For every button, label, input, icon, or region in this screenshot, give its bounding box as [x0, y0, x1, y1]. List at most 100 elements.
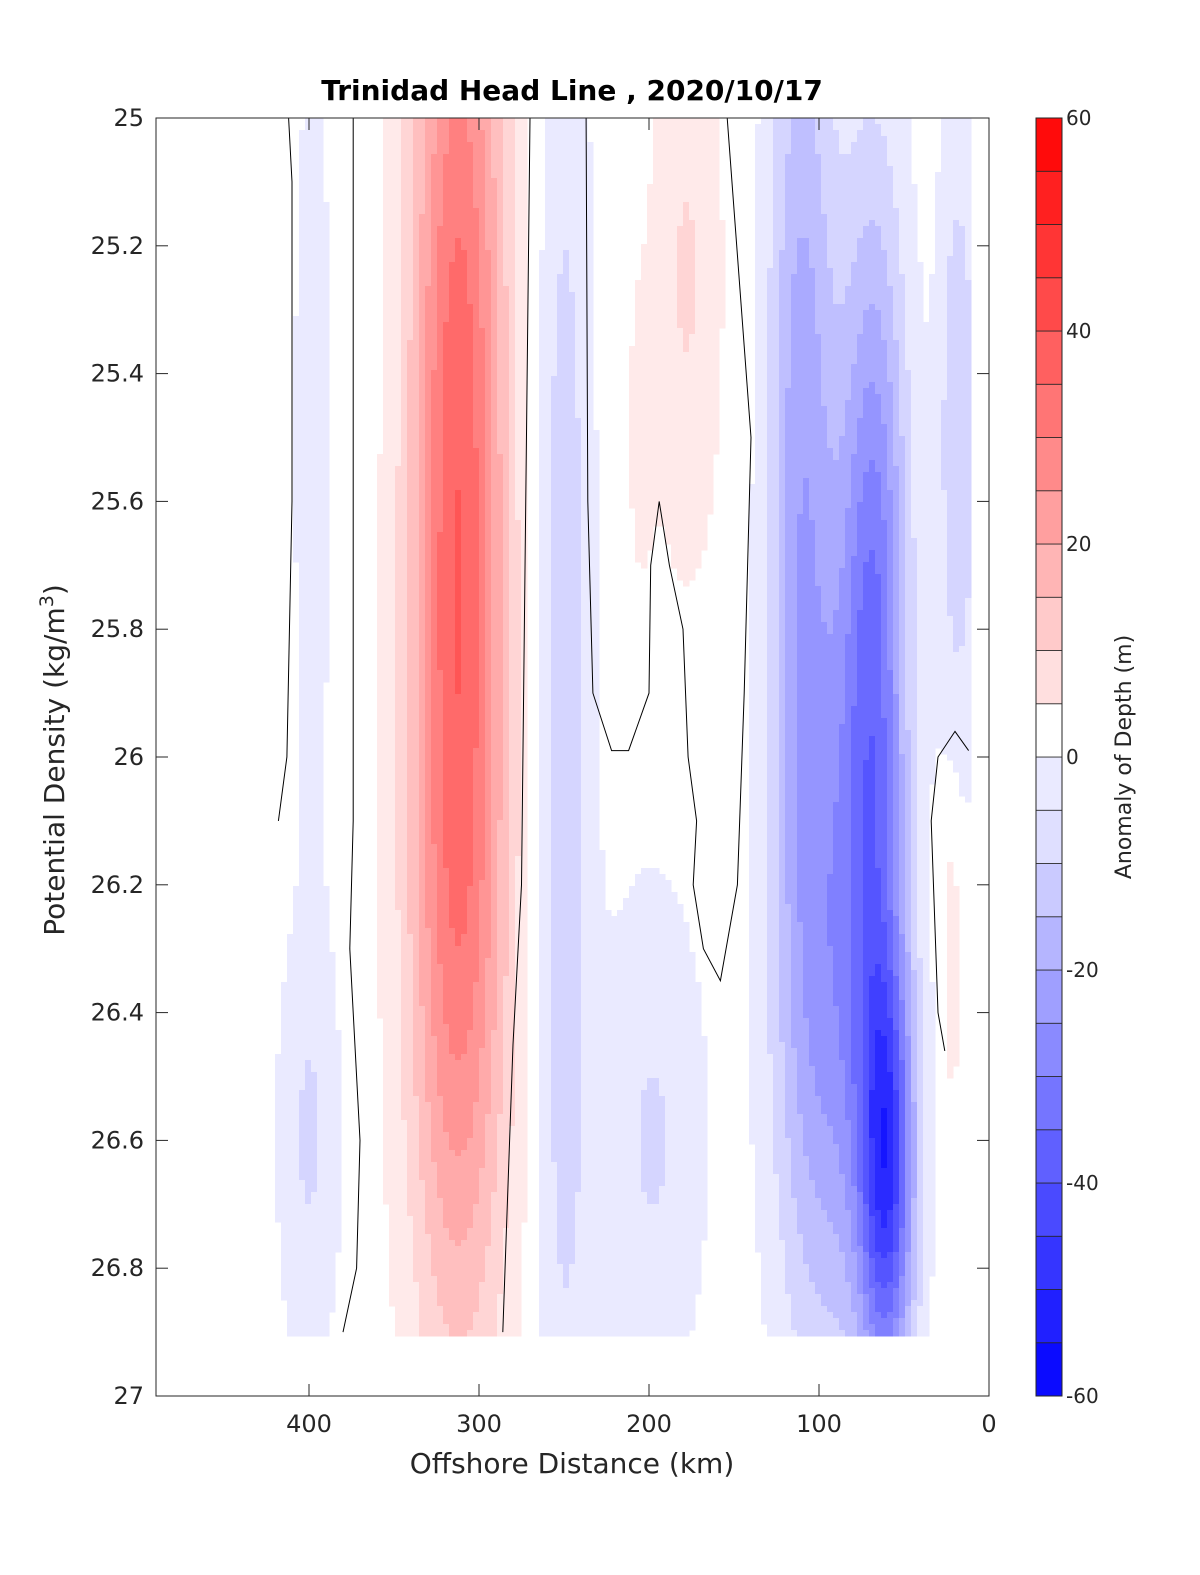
field-cell	[497, 202, 504, 209]
field-cell	[905, 160, 912, 167]
field-cell	[509, 394, 516, 401]
field-cell	[569, 250, 576, 257]
field-cell	[395, 376, 402, 383]
field-cell	[389, 136, 396, 143]
field-cell	[797, 406, 804, 413]
field-cell	[395, 130, 402, 137]
field-cell	[851, 394, 858, 401]
field-cell	[305, 454, 312, 461]
field-cell	[689, 178, 696, 185]
field-cell	[443, 370, 450, 377]
field-cell	[557, 454, 564, 461]
field-cell	[467, 118, 474, 125]
field-cell	[383, 268, 390, 275]
field-cell	[677, 328, 684, 335]
field-cell	[455, 430, 462, 437]
field-cell	[563, 382, 570, 389]
field-cell	[323, 232, 330, 239]
field-cell	[803, 268, 810, 275]
field-cell	[695, 346, 702, 353]
field-cell	[767, 220, 774, 227]
field-cell	[461, 448, 468, 455]
field-cell	[875, 352, 882, 359]
field-cell	[887, 184, 894, 191]
field-cell	[383, 298, 390, 305]
field-cell	[479, 328, 486, 335]
field-cell	[845, 376, 852, 383]
field-cell	[389, 244, 396, 251]
field-cell	[857, 142, 864, 149]
field-cell	[635, 304, 642, 311]
field-cell	[587, 154, 594, 161]
field-cell	[821, 184, 828, 191]
field-cell	[431, 178, 438, 185]
field-cell	[389, 304, 396, 311]
field-cell	[707, 388, 714, 395]
field-cell	[647, 322, 654, 329]
field-cell	[509, 436, 516, 443]
field-cell	[713, 148, 720, 155]
field-cell	[557, 190, 564, 197]
field-cell	[647, 286, 654, 293]
field-cell	[851, 118, 858, 125]
field-cell	[929, 310, 936, 317]
field-cell	[557, 304, 564, 311]
field-cell	[629, 346, 636, 353]
field-cell	[581, 448, 588, 455]
field-cell	[503, 262, 510, 269]
field-cell	[893, 166, 900, 173]
field-cell	[779, 460, 786, 467]
field-cell	[755, 358, 762, 365]
field-cell	[959, 412, 966, 419]
field-cell	[965, 124, 972, 131]
field-cell	[941, 316, 948, 323]
field-cell	[323, 418, 330, 425]
field-cell	[791, 160, 798, 167]
field-cell	[521, 130, 528, 137]
field-cell	[407, 292, 414, 299]
field-cell	[797, 208, 804, 215]
field-cell	[689, 334, 696, 341]
field-cell	[911, 328, 918, 335]
field-cell	[383, 352, 390, 359]
field-cell	[461, 328, 468, 335]
field-cell	[455, 274, 462, 281]
field-cell	[299, 226, 306, 233]
field-cell	[839, 394, 846, 401]
field-cell	[479, 250, 486, 257]
field-cell	[875, 442, 882, 449]
field-cell	[521, 148, 528, 155]
field-cell	[695, 256, 702, 263]
field-cell	[683, 442, 690, 449]
field-cell	[491, 304, 498, 311]
field-cell	[809, 208, 816, 215]
field-cell	[677, 454, 684, 461]
field-cell	[425, 412, 432, 419]
field-cell	[815, 136, 822, 143]
field-cell	[467, 316, 474, 323]
field-cell	[947, 460, 954, 467]
field-cell	[431, 436, 438, 443]
field-cell	[383, 154, 390, 161]
field-cell	[551, 280, 558, 287]
field-cell	[587, 178, 594, 185]
field-cell	[467, 328, 474, 335]
field-cell	[413, 400, 420, 407]
field-cell	[425, 262, 432, 269]
field-cell	[413, 388, 420, 395]
field-cell	[947, 304, 954, 311]
field-cell	[665, 358, 672, 365]
field-cell	[305, 214, 312, 221]
field-cell	[689, 322, 696, 329]
field-cell	[467, 298, 474, 305]
field-cell	[965, 226, 972, 233]
field-cell	[797, 394, 804, 401]
field-cell	[551, 232, 558, 239]
field-cell	[965, 256, 972, 263]
field-cell	[683, 280, 690, 287]
field-cell	[461, 412, 468, 419]
field-cell	[299, 298, 306, 305]
field-cell	[869, 160, 876, 167]
field-cell	[395, 148, 402, 155]
field-cell	[875, 154, 882, 161]
